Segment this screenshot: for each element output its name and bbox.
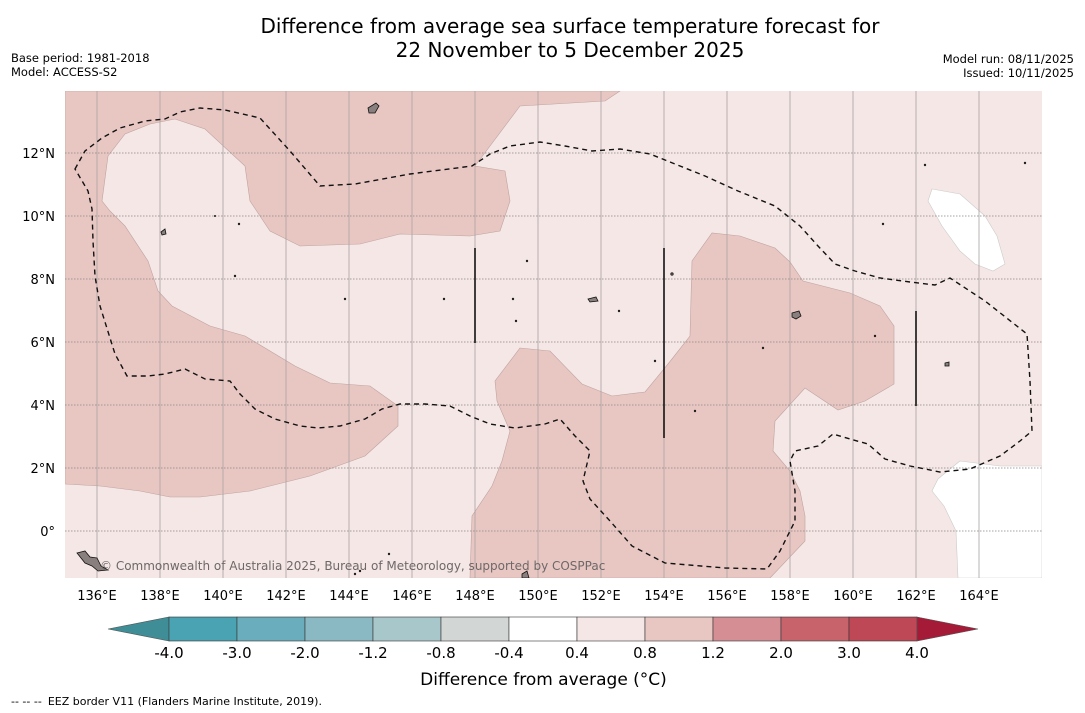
longitude-labels: 136°E 138°E 140°E 142°E 144°E 146°E 148°… — [77, 589, 999, 604]
colorbar-tick-label: 1.2 — [701, 644, 725, 662]
colorbar: -4.0 -3.0 -2.0 -1.2 -0.8 -0.4 0.4 0.8 1.… — [107, 616, 979, 662]
colorbar-cell — [304, 616, 374, 642]
meta-left: Base period: 1981-2018 Model: ACCESS-S2 — [11, 51, 150, 79]
neutral-region-northeast — [927, 188, 1006, 272]
colorbar-tick-label: 2.0 — [769, 644, 793, 662]
lat-label: 6°N — [31, 336, 56, 351]
model-run: Model run: 08/11/2025 — [942, 52, 1074, 66]
chart-title: Difference from average sea surface temp… — [0, 14, 1085, 62]
colorbar-cell — [372, 616, 442, 642]
colorbar-tick-label: -3.0 — [222, 644, 251, 662]
lat-label: 4°N — [31, 399, 56, 414]
colorbar-tick-label: 0.8 — [633, 644, 657, 662]
colorbar-tick-label: -2.0 — [290, 644, 319, 662]
colorbar-cell — [848, 616, 918, 642]
lon-label: 148°E — [455, 589, 495, 604]
lon-label: 164°E — [959, 589, 999, 604]
colorbar-arrow-low — [107, 616, 170, 642]
colorbar-cell — [440, 616, 510, 642]
meta-right: Model run: 08/11/2025 Issued: 10/11/2025 — [943, 52, 1074, 80]
colorbar-cell — [576, 616, 646, 642]
footnote-text: EEZ border V11 (Flanders Marine Institut… — [47, 695, 322, 708]
latitude-labels: 12°N 10°N 8°N 6°N 4°N 2°N 0° — [22, 147, 55, 540]
lon-label: 152°E — [581, 589, 621, 604]
base-period: Base period: 1981-2018 — [11, 51, 150, 65]
colorbar-tick-label: 0.4 — [565, 644, 589, 662]
parallel-grid — [65, 152, 1042, 532]
title-line-2: 22 November to 5 December 2025 — [395, 38, 745, 62]
lat-label: 2°N — [31, 462, 56, 477]
lon-label: 136°E — [77, 589, 117, 604]
eez-solid-segments — [474, 248, 917, 438]
lon-label: 144°E — [329, 589, 369, 604]
lat-label: 10°N — [22, 210, 55, 225]
colorbar-tick-label: -1.2 — [358, 644, 387, 662]
lon-label: 140°E — [203, 589, 243, 604]
attribution-text: © Commonwealth of Australia 2025, Bureau… — [100, 559, 605, 573]
map-area: © Commonwealth of Australia 2025, Bureau… — [65, 91, 1042, 578]
lon-label: 154°E — [644, 589, 684, 604]
colorbar-cell — [168, 616, 238, 642]
colorbar-cell — [508, 616, 578, 642]
eez-dash-sample: -- -- -- — [11, 695, 42, 708]
lon-label: 146°E — [392, 589, 432, 604]
lon-label: 162°E — [896, 589, 936, 604]
anomaly-region-west — [65, 91, 621, 498]
colorbar-tick-label: 4.0 — [905, 644, 929, 662]
colorbar-tick-label: -0.8 — [426, 644, 455, 662]
lon-label: 142°E — [266, 589, 306, 604]
lat-label: 8°N — [31, 273, 56, 288]
colorbar-tick-label: 3.0 — [837, 644, 861, 662]
issued-date: Issued: 10/11/2025 — [963, 66, 1074, 80]
colorbar-cell — [780, 616, 850, 642]
lon-label: 156°E — [707, 589, 747, 604]
colorbar-cell — [712, 616, 782, 642]
colorbar-title: Difference from average (°C) — [420, 670, 667, 690]
lon-label: 138°E — [140, 589, 180, 604]
anomaly-region-central — [469, 232, 895, 578]
colorbar-tick-label: -0.4 — [494, 644, 523, 662]
colorbar-cell — [236, 616, 306, 642]
islands — [76, 102, 1027, 578]
eez-border — [74, 107, 1033, 570]
lon-label: 158°E — [770, 589, 810, 604]
lat-label: 0° — [40, 525, 55, 540]
footnote: -- -- -- EEZ border V11 (Flanders Marine … — [11, 695, 322, 708]
model-name: Model: ACCESS-S2 — [11, 65, 118, 79]
title-line-1: Difference from average sea surface temp… — [260, 14, 880, 38]
colorbar-arrow-high — [916, 616, 979, 642]
colorbar-tick-label: -4.0 — [154, 644, 183, 662]
lat-label: 12°N — [22, 147, 55, 162]
colorbar-cells — [168, 616, 918, 642]
lon-label: 150°E — [518, 589, 558, 604]
colorbar-cell — [644, 616, 714, 642]
lon-label: 160°E — [833, 589, 873, 604]
